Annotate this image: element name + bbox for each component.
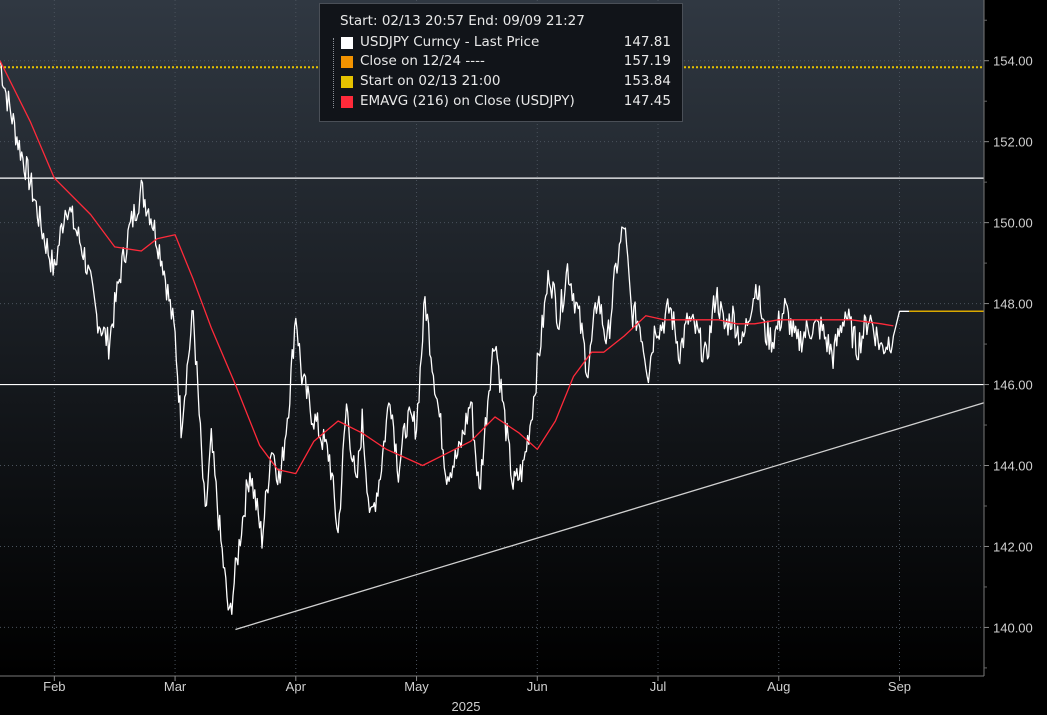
x-tick-label: Sep [888, 679, 911, 694]
x-axis: Feb Mar Apr May Jun Jul Aug Sep [43, 676, 911, 694]
legend-item-close-1224[interactable]: Close on 12/24 ---- 157.19 [341, 53, 671, 72]
x-tick-label: Feb [43, 679, 65, 694]
y-axis: 140.00 142.00 144.00 146.00 148.00 150.00 152.… [984, 19, 1033, 669]
legend: Start: 02/13 20:57 End: 09/09 21:27 USDJ… [319, 3, 683, 122]
y-tick-label: 154.00 [993, 54, 1033, 69]
legend-header: Start: 02/13 20:57 End: 09/09 21:27 [340, 13, 585, 29]
legend-label-start: Start on 02/13 21:00 [360, 73, 501, 89]
x-tick-label: Apr [286, 679, 307, 694]
legend-value-close-1224: 157.19 [623, 53, 671, 69]
x-tick-label: Jul [650, 679, 667, 694]
data-series [0, 60, 910, 615]
legend-label-ema: EMAVG (216) on Close (USDJPY) [360, 93, 575, 109]
legend-swatch-last-price [341, 37, 353, 49]
x-tick-label: May [404, 679, 429, 694]
legend-swatch-start [341, 76, 353, 88]
y-tick-label: 148.00 [993, 297, 1033, 312]
x-axis-year-label: 2025 [452, 699, 481, 714]
x-tick-label: Mar [164, 679, 187, 694]
legend-item-ema[interactable]: EMAVG (216) on Close (USDJPY) 147.45 [341, 93, 671, 112]
legend-swatch-close-1224 [341, 56, 353, 68]
y-tick-label: 150.00 [993, 216, 1033, 231]
legend-label-last-price: USDJPY Curncy - Last Price [360, 34, 540, 50]
last-price-series-line [0, 60, 910, 615]
y-tick-label: 140.00 [993, 620, 1033, 635]
x-tick-label: Aug [767, 679, 790, 694]
legend-value-start: 153.84 [623, 73, 671, 89]
legend-value-ema: 147.45 [623, 93, 671, 109]
y-tick-label: 142.00 [993, 539, 1033, 554]
legend-swatch-ema [341, 96, 353, 108]
ema-series-line [0, 60, 894, 475]
legend-value-last-price: 147.81 [623, 34, 671, 50]
trendline [235, 402, 985, 631]
legend-item-last-price[interactable]: USDJPY Curncy - Last Price 147.81 [341, 34, 671, 53]
legend-label-close-1224: Close on 12/24 ---- [360, 53, 485, 69]
y-tick-label: 152.00 [993, 135, 1033, 150]
x-tick-label: Jun [527, 679, 548, 694]
y-tick-label: 146.00 [993, 378, 1033, 393]
y-tick-label: 144.00 [993, 459, 1033, 474]
legend-item-start[interactable]: Start on 02/13 21:00 153.84 [341, 73, 671, 92]
legend-tree-line [333, 38, 335, 108]
